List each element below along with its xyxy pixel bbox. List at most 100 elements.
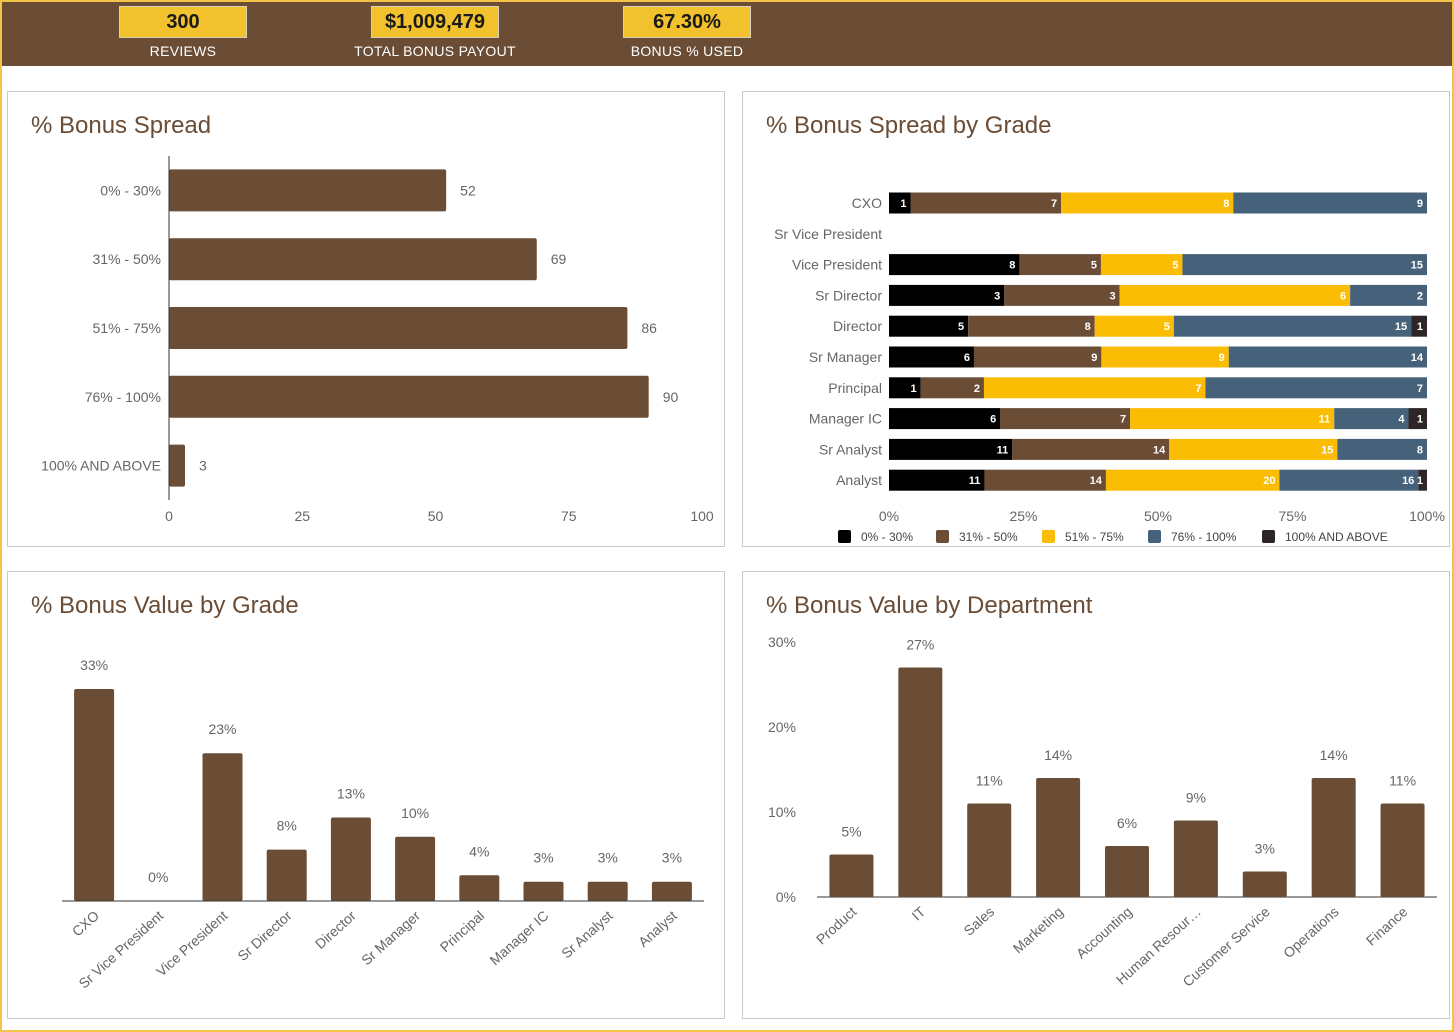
data-label: 13% <box>337 785 365 801</box>
category-label: Vice President <box>792 257 882 273</box>
data-label: 6% <box>1117 815 1137 831</box>
bar <box>898 667 943 897</box>
segment-label: 7 <box>1417 383 1423 395</box>
segment-label: 5 <box>1091 260 1097 272</box>
segment <box>1182 254 1427 276</box>
bar <box>1380 803 1425 897</box>
tick-label: 0% <box>776 889 796 905</box>
segment-label: 6 <box>990 414 996 426</box>
segment-label: 2 <box>974 383 980 395</box>
category-label: Sr Analyst <box>819 441 882 457</box>
bar <box>202 753 243 901</box>
tick-label: 10% <box>768 804 796 820</box>
tick-label: 75% <box>1278 508 1306 524</box>
segment-label: 15 <box>1411 260 1423 272</box>
segment-label: 11 <box>969 475 981 487</box>
segment-label: 7 <box>1195 383 1201 395</box>
segment <box>889 192 911 214</box>
segment-label: 11 <box>997 444 1009 456</box>
category-label: Sr Vice President <box>774 226 882 242</box>
bonus-value-by-grade-title: % Bonus Value by Grade <box>31 592 299 619</box>
category-label: Principal <box>828 380 882 396</box>
data-label: 11% <box>1389 773 1416 789</box>
data-label: 14% <box>1044 747 1072 763</box>
segment <box>889 377 921 399</box>
data-label: 3% <box>598 850 618 866</box>
data-label: 3% <box>662 850 682 866</box>
segment-label: 15 <box>1395 321 1407 333</box>
segment-label: 3 <box>994 290 1000 302</box>
segment-label: 4 <box>1398 414 1405 426</box>
bonus-spread-title: % Bonus Spread <box>31 112 212 139</box>
bonus-value-by-department-title: % Bonus Value by Department <box>766 592 1093 619</box>
category-label: Accounting <box>1073 903 1135 961</box>
tick-label: 100 <box>690 508 714 524</box>
segment <box>1411 315 1427 337</box>
category-label: Finance <box>1363 903 1411 948</box>
bar <box>967 803 1012 897</box>
segment-label: 8 <box>1417 444 1423 456</box>
tick-label: 25 <box>294 508 310 524</box>
segment <box>1061 192 1234 214</box>
kpi-reviews-label: REVIEWS <box>149 43 217 59</box>
tick-label: 50 <box>428 508 444 524</box>
tick-label: 0% <box>879 508 899 524</box>
segment <box>1279 469 1419 491</box>
segment <box>1205 377 1427 399</box>
data-label: 69 <box>551 251 567 267</box>
kpi-total-bonus-payout: $1,009,479 TOTAL BONUS PAYOUT <box>309 6 561 59</box>
kpi-total-bonus-payout-value: $1,009,479 <box>371 6 499 38</box>
segment-label: 3 <box>1109 290 1115 302</box>
segment-label: 9 <box>1219 352 1225 364</box>
kpi-reviews: 300 REVIEWS <box>57 6 309 59</box>
tick-label: 75 <box>561 508 577 524</box>
bonus-value-by-department-chart: 0% 10% 20% 30% 5% Product 27% IT 11% Sales 14% Mark… <box>768 634 1437 990</box>
data-label: 3 <box>199 458 207 474</box>
segment-label: 2 <box>1417 290 1423 302</box>
segment-label: 5 <box>1172 260 1178 272</box>
kpi-bonus-pct-used: 67.30% BONUS % USED <box>561 6 813 59</box>
segment <box>920 377 984 399</box>
category-label: Manager IC <box>486 907 551 968</box>
segment-label: 20 <box>1263 475 1275 487</box>
category-label: Principal <box>437 907 488 955</box>
legend-swatch <box>1148 530 1161 543</box>
category-label: Product <box>813 903 860 947</box>
legend-swatch <box>838 530 851 543</box>
legend-label: 51% - 75% <box>1065 530 1124 544</box>
category-label: 100% AND ABOVE <box>41 458 161 474</box>
category-label: Sales <box>960 903 997 938</box>
data-label: 3% <box>1255 841 1275 857</box>
segment <box>889 346 974 368</box>
legend-swatch <box>936 530 949 543</box>
segment <box>889 315 969 337</box>
category-label: CXO <box>69 907 102 939</box>
panel-bonus-value-by-department: 0% 10% 20% 30% 5% Product 27% IT 11% Sales 14% Mark… <box>742 571 1450 1019</box>
data-label: 86 <box>641 320 657 336</box>
segment-label: 16 <box>1402 475 1414 487</box>
segment-label: 8 <box>1009 260 1015 272</box>
category-label: 0% - 30% <box>100 182 161 198</box>
category-label: Analyst <box>635 907 680 950</box>
segment-label: 1 <box>900 198 906 210</box>
segment <box>1173 315 1412 337</box>
segment-label: 8 <box>1085 321 1091 333</box>
category-label: Operations <box>1280 903 1342 961</box>
category-label: Analyst <box>836 472 882 488</box>
segment-label: 11 <box>1319 414 1331 426</box>
data-label: 23% <box>208 721 236 737</box>
segment-label: 6 <box>964 352 970 364</box>
bar <box>74 689 115 901</box>
category-label: 51% - 75% <box>93 320 161 336</box>
segment <box>1100 254 1183 276</box>
segment <box>1337 438 1427 460</box>
segment-label: 15 <box>1321 444 1333 456</box>
segment-label: 7 <box>1120 414 1126 426</box>
data-label: 5% <box>841 824 861 840</box>
data-label: 27% <box>906 637 934 653</box>
data-label: 8% <box>277 818 297 834</box>
segment <box>889 284 1005 306</box>
segment-label: 1 <box>1417 475 1423 487</box>
